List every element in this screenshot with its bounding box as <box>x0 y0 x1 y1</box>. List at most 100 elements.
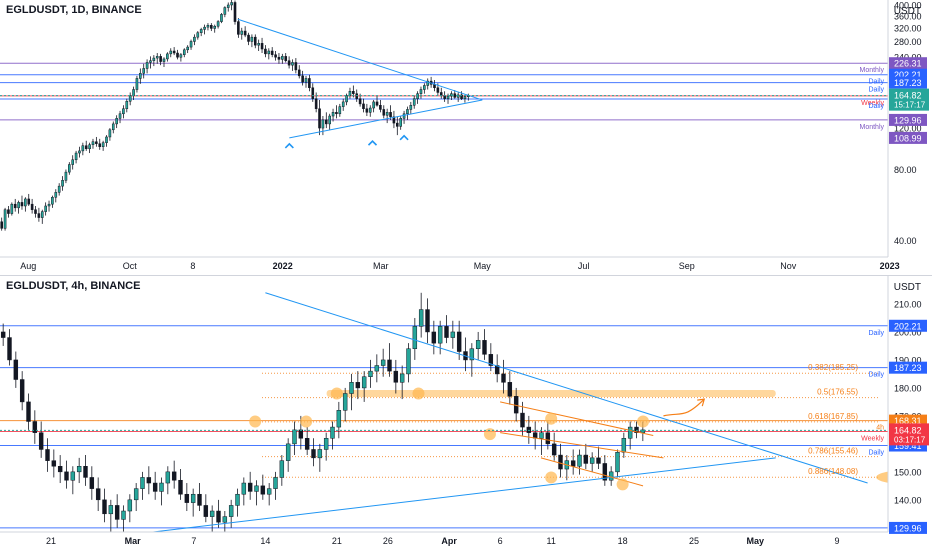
4h-candle[interactable] <box>526 415 532 444</box>
daily-candle[interactable] <box>115 115 118 129</box>
daily-candle[interactable] <box>321 116 325 136</box>
daily-chart[interactable]: EGLDUSDT, 1D, BINANCE USDT 40.00 80.00 120… <box>0 0 932 275</box>
daily-candle[interactable] <box>412 95 416 109</box>
daily-candle[interactable] <box>338 103 342 117</box>
4h-candle[interactable] <box>171 460 177 489</box>
daily-candle[interactable] <box>179 53 183 62</box>
4h-candle[interactable] <box>425 298 430 344</box>
daily-candle[interactable] <box>345 93 348 106</box>
daily-candle[interactable] <box>274 51 277 61</box>
daily-plot-area[interactable] <box>0 0 888 231</box>
daily-candle[interactable] <box>210 23 213 32</box>
4h-candle[interactable] <box>380 348 386 377</box>
4h-candle[interactable] <box>469 343 475 377</box>
daily-candle[interactable] <box>267 48 271 60</box>
4h-candle[interactable] <box>203 494 209 523</box>
daily-candle[interactable] <box>284 53 288 63</box>
4h-candle[interactable] <box>539 427 544 456</box>
4h-candle[interactable] <box>45 438 50 472</box>
4h-candle[interactable] <box>545 421 551 450</box>
daily-trendline[interactable] <box>237 18 483 101</box>
4h-candle[interactable] <box>51 449 57 478</box>
4h-candle[interactable] <box>95 477 101 512</box>
daily-candle[interactable] <box>74 150 78 164</box>
4h-candle[interactable] <box>330 421 335 450</box>
4h-candle[interactable] <box>501 359 506 394</box>
4h-candle[interactable] <box>577 449 582 475</box>
4h-candle[interactable] <box>76 457 82 484</box>
daily-candle[interactable] <box>301 70 304 86</box>
daily-candle[interactable] <box>91 138 95 149</box>
4h-candle[interactable] <box>247 471 253 500</box>
daily-candle[interactable] <box>196 31 200 40</box>
daily-candle[interactable] <box>51 195 54 208</box>
daily-candle[interactable] <box>220 12 223 24</box>
4h-candle[interactable] <box>450 320 456 349</box>
daily-candle[interactable] <box>172 47 176 56</box>
daily-candle[interactable] <box>34 205 37 218</box>
daily-candle[interactable] <box>84 140 88 151</box>
4h-candle[interactable] <box>260 474 266 500</box>
4h-channel-line[interactable] <box>500 432 664 459</box>
daily-candle[interactable] <box>416 91 419 104</box>
daily-candle[interactable] <box>308 74 311 92</box>
daily-candle[interactable] <box>382 105 386 119</box>
daily-candle[interactable] <box>277 53 281 64</box>
daily-trendline[interactable] <box>289 99 483 139</box>
daily-candle[interactable] <box>260 37 264 54</box>
4h-candle[interactable] <box>361 371 367 402</box>
daily-candle[interactable] <box>287 56 291 69</box>
4h-candle[interactable] <box>621 432 627 458</box>
daily-candle[interactable] <box>64 169 68 184</box>
4h-candle[interactable] <box>32 410 38 444</box>
daily-candle[interactable] <box>166 52 169 62</box>
daily-candle[interactable] <box>423 83 426 94</box>
daily-candle[interactable] <box>108 128 112 141</box>
daily-candle[interactable] <box>132 86 135 100</box>
daily-candle[interactable] <box>203 24 206 35</box>
daily-candle[interactable] <box>392 110 396 129</box>
4h-candle[interactable] <box>83 455 88 486</box>
4h-candle[interactable] <box>0 323 6 346</box>
daily-candle[interactable] <box>443 91 446 102</box>
daily-candle[interactable] <box>24 197 27 212</box>
4h-candle[interactable] <box>520 401 525 436</box>
daily-candle[interactable] <box>98 138 102 150</box>
daily-candle[interactable] <box>128 92 132 106</box>
daily-candle[interactable] <box>304 75 308 88</box>
daily-candle[interactable] <box>149 56 152 69</box>
daily-candle[interactable] <box>78 146 81 158</box>
4h-candle[interactable] <box>393 359 399 394</box>
4h-candle[interactable] <box>64 460 69 489</box>
daily-candle[interactable] <box>311 83 315 102</box>
daily-candle[interactable] <box>341 98 345 111</box>
daily-candle[interactable] <box>105 135 108 147</box>
daily-candle[interactable] <box>318 99 321 136</box>
4h-candle[interactable] <box>57 455 63 484</box>
daily-candle[interactable] <box>257 39 260 52</box>
4h-candle[interactable] <box>266 483 272 506</box>
daily-candle[interactable] <box>189 39 193 50</box>
daily-candle[interactable] <box>291 59 294 71</box>
4h-candle[interactable] <box>589 452 595 472</box>
daily-candle[interactable] <box>237 18 240 38</box>
4h-candle[interactable] <box>178 469 183 500</box>
daily-candle[interactable] <box>389 105 392 120</box>
4h-candle[interactable] <box>570 449 576 475</box>
daily-candle[interactable] <box>247 32 250 46</box>
daily-candle[interactable] <box>155 53 159 64</box>
daily-candle[interactable] <box>324 112 328 129</box>
4h-candle[interactable] <box>222 511 228 533</box>
4h-candle[interactable] <box>596 446 601 470</box>
4h-candle[interactable] <box>108 499 114 534</box>
daily-candle[interactable] <box>399 116 402 130</box>
daily-candle[interactable] <box>122 105 125 119</box>
4h-candle[interactable] <box>558 443 563 478</box>
4h-candle[interactable] <box>349 373 354 411</box>
daily-candle[interactable] <box>88 142 91 154</box>
4h-candle[interactable] <box>38 421 44 458</box>
daily-candle[interactable] <box>250 34 254 48</box>
daily-candle[interactable] <box>230 0 233 11</box>
daily-candle[interactable] <box>348 87 352 99</box>
4h-candle[interactable] <box>159 477 164 506</box>
